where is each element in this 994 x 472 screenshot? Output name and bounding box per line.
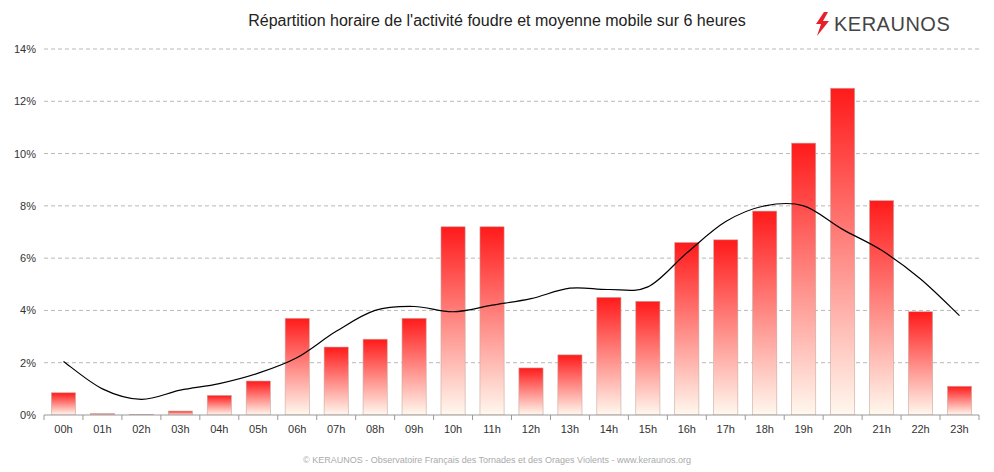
x-tick-label: 19h (795, 423, 813, 435)
bar (831, 88, 855, 415)
x-tick-mark (199, 415, 200, 420)
x-tick-label: 20h (833, 423, 851, 435)
bar (480, 227, 504, 415)
x-tick-label: 02h (132, 423, 150, 435)
x-tick-label: 12h (522, 423, 540, 435)
x-tick-label: 21h (872, 423, 890, 435)
bar (246, 381, 270, 415)
x-axis: 00h 01h 02h 03h 04h 05h 06h 07h 08h 09h 10h 11h 12h 1… (44, 415, 979, 435)
bar (558, 355, 582, 415)
y-tick-label: 12% (14, 95, 36, 107)
x-tick-mark (667, 415, 668, 420)
x-tick-label: 10h (444, 423, 462, 435)
bar (636, 301, 660, 415)
x-tick-mark (862, 415, 863, 420)
y-tick-label: 8% (20, 200, 36, 212)
x-tick-mark (394, 415, 395, 420)
bar (714, 240, 738, 415)
bar (168, 411, 192, 415)
y-tick-label: 14% (14, 43, 36, 55)
bar (363, 339, 387, 415)
x-tick-label: 01h (93, 423, 111, 435)
x-tick-mark (433, 415, 434, 420)
source: © KERAUNOS - Observatoire Français des T… (303, 455, 691, 465)
x-tick-label: 07h (327, 423, 345, 435)
x-tick-mark (784, 415, 785, 420)
y-tick-label: 0% (20, 409, 36, 421)
y-axis: 0% 2% 4% 6% 8% 10% 12% 14% (14, 43, 979, 421)
x-tick-label: 05h (249, 423, 267, 435)
bar (441, 227, 465, 415)
bar (792, 143, 816, 415)
x-tick-mark (160, 415, 161, 420)
x-tick-mark (316, 415, 317, 420)
bar (402, 318, 426, 415)
x-tick-mark (940, 415, 941, 420)
bar (324, 347, 348, 415)
bar (870, 201, 894, 415)
x-tick-label: 09h (405, 423, 423, 435)
x-tick-mark (355, 415, 356, 420)
x-tick-mark (979, 415, 980, 420)
x-tick-mark (511, 415, 512, 420)
bar (675, 242, 699, 415)
x-tick-mark (44, 415, 45, 420)
x-tick-label: 08h (366, 423, 384, 435)
x-tick-label: 18h (756, 423, 774, 435)
chart: Répartition horaire de l'activité foudre… (0, 0, 994, 472)
y-tick-label: 4% (20, 304, 36, 316)
bar (285, 318, 309, 415)
bar (519, 368, 543, 415)
bar (908, 312, 932, 415)
x-tick-label: 06h (288, 423, 306, 435)
x-tick-label: 15h (639, 423, 657, 435)
y-tick-label: 6% (20, 252, 36, 264)
x-tick-mark (238, 415, 239, 420)
x-tick-label: 23h (950, 423, 968, 435)
x-tick-mark (901, 415, 902, 420)
x-tick-mark (745, 415, 746, 420)
x-tick-label: 03h (171, 423, 189, 435)
title: Répartition horaire de l'activité foudre… (248, 12, 746, 29)
x-tick-mark (706, 415, 707, 420)
logo: KERAUNOS (816, 12, 950, 36)
x-tick-label: 17h (717, 423, 735, 435)
moving-average-line (63, 203, 959, 399)
bar (753, 211, 777, 415)
grid-line (44, 49, 979, 50)
bar (207, 395, 231, 415)
bar (947, 386, 971, 415)
x-tick-mark (277, 415, 278, 420)
logo-text: KERAUNOS (834, 13, 950, 35)
x-tick-label: 00h (54, 423, 72, 435)
x-tick-label: 04h (210, 423, 228, 435)
x-tick-mark (589, 415, 590, 420)
x-tick-label: 13h (561, 423, 579, 435)
x-tick-label: 16h (678, 423, 696, 435)
x-tick-label: 11h (483, 423, 501, 435)
x-tick-mark (121, 415, 122, 420)
bar (51, 393, 75, 415)
y-tick-label: 10% (14, 148, 36, 160)
logo-bolt (816, 12, 829, 36)
x-tick-mark (472, 415, 473, 420)
x-tick-mark (823, 415, 824, 420)
x-tick-label: 14h (600, 423, 618, 435)
x-tick-mark (550, 415, 551, 420)
plot-area (51, 88, 971, 415)
x-tick-mark (82, 415, 83, 420)
x-tick-mark (628, 415, 629, 420)
x-tick-label: 22h (911, 423, 929, 435)
y-tick-label: 2% (20, 357, 36, 369)
bar (597, 297, 621, 415)
